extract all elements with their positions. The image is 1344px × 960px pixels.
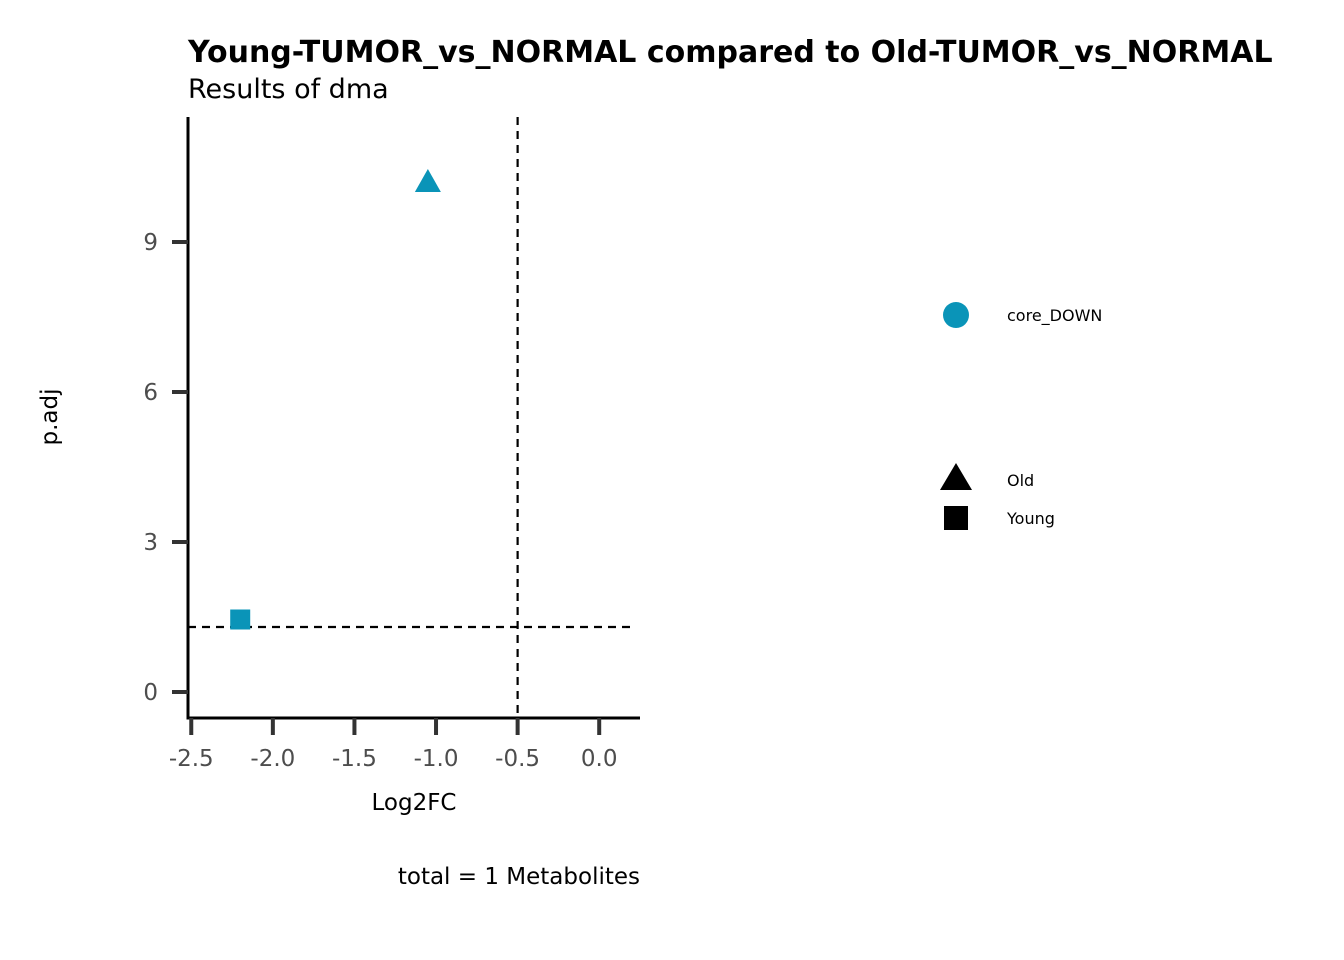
data-point-old bbox=[414, 169, 441, 192]
legend-young-square-icon bbox=[944, 506, 968, 530]
y-tick-label: 3 bbox=[143, 530, 158, 556]
data-point-young bbox=[230, 609, 251, 630]
legend: core_DOWN Old Young bbox=[940, 302, 1102, 530]
x-tick-label: -1.5 bbox=[332, 746, 377, 772]
plot-area: -2.5 -2.0 -1.5 -1.0 -0.5 0.0 0 3 6 9 bbox=[143, 117, 640, 772]
y-tick-label: 6 bbox=[143, 380, 158, 406]
y-axis-title: p.adj bbox=[37, 389, 63, 446]
caption: total = 1 Metabolites bbox=[398, 864, 640, 890]
y-tick-label: 0 bbox=[143, 680, 158, 706]
chart-title: Young-TUMOR_vs_NORMAL compared to Old-TU… bbox=[187, 35, 1273, 70]
x-tick-label: -2.0 bbox=[250, 746, 295, 772]
legend-label-old: Old bbox=[1007, 471, 1034, 490]
y-tick-label: 9 bbox=[143, 230, 158, 256]
x-tick-label: -0.5 bbox=[495, 746, 540, 772]
legend-core-down-circle-icon bbox=[943, 302, 969, 328]
legend-label-young: Young bbox=[1006, 509, 1055, 528]
legend-label-core-down: core_DOWN bbox=[1007, 306, 1102, 326]
x-tick-label: 0.0 bbox=[581, 746, 618, 772]
x-axis-title: Log2FC bbox=[371, 790, 456, 816]
x-tick-label: -1.0 bbox=[414, 746, 459, 772]
legend-old-triangle-icon bbox=[940, 463, 972, 490]
x-tick-label: -2.5 bbox=[169, 746, 214, 772]
chart-subtitle: Results of dma bbox=[188, 74, 389, 105]
